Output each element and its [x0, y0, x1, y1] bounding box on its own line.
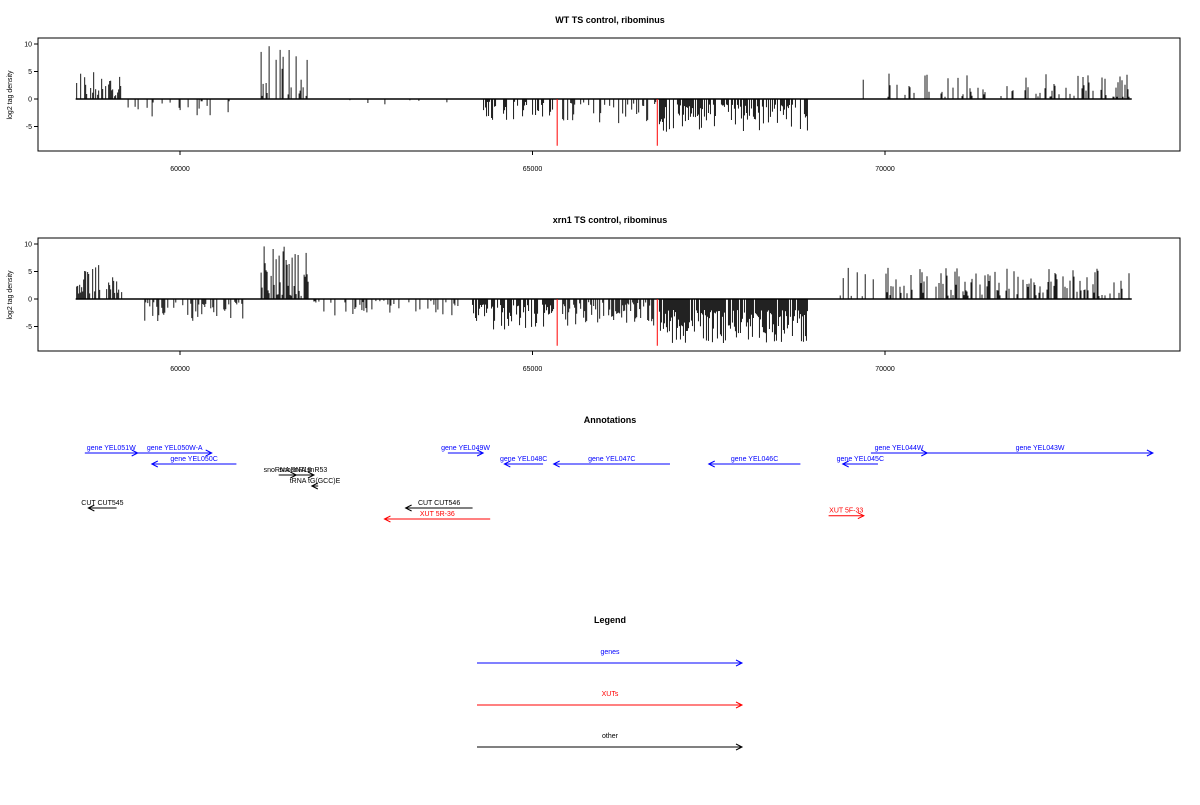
annotation-arrow-head: [841, 460, 849, 468]
annotation-arrow-head: [552, 460, 560, 468]
annotation-label: gene YEL048C: [500, 456, 547, 463]
wt-coverage-panel: WT TS control, ribominus log2 tag densit…: [7, 15, 1181, 174]
panel-title: xrn1 TS control, ribominus: [553, 215, 668, 225]
y-tick-label: 10: [24, 242, 32, 249]
annotation-label: XUT 5F-33: [829, 508, 863, 515]
x-tick-label: 60000: [170, 166, 190, 173]
legend-title: Legend: [594, 615, 626, 625]
legend-label: other: [602, 733, 619, 740]
bar-group: [75, 246, 1132, 346]
axis-group: -5 0 5 10 60000 65000 70000: [24, 42, 895, 174]
legend-arrow-head: [735, 743, 744, 751]
legend-arrow-head: [735, 701, 744, 709]
annotation-label: XUT 5R-36: [420, 511, 455, 518]
annotation-label: snoRNA snR53: [279, 467, 327, 474]
x-tick-label: 70000: [875, 166, 895, 173]
annotation-label: gene YEL044W: [875, 445, 924, 452]
annotation-arrow-head: [87, 504, 95, 512]
annotation-label: tRNA tG(GCC)E: [290, 478, 341, 485]
y-tick-label: 5: [28, 269, 32, 276]
panel-title: WT TS control, ribominus: [555, 15, 665, 25]
legend-items: genes XUTs other: [477, 649, 744, 751]
annotation-arrow-head: [503, 460, 511, 468]
y-tick-label: 0: [28, 97, 32, 104]
annotation-arrow-head: [383, 515, 391, 523]
y-tick-label: 5: [28, 69, 32, 76]
x-tick-label: 60000: [170, 366, 190, 373]
annotation-label: gene YEL043W: [1016, 445, 1065, 452]
annotations-title: Annotations: [584, 415, 637, 425]
annotation-label: gene YEL051W: [87, 445, 136, 452]
legend-arrow-head: [735, 659, 744, 667]
legend-label: XUTs: [602, 691, 619, 698]
annotation-arrow-head: [307, 471, 316, 479]
x-tick-label: 70000: [875, 366, 895, 373]
y-axis-label: log2 tag density: [7, 70, 14, 120]
annotation-arrow-head: [476, 449, 485, 457]
annotation-track: Annotations gene YEL051W gene YEL050W-Age…: [81, 415, 1155, 523]
annotation-label: snoRNA snR18: [264, 467, 312, 474]
annotation-label: CUT CUT546: [418, 500, 460, 507]
xrn1-coverage-panel: xrn1 TS control, ribominus log2 tag dens…: [7, 215, 1181, 374]
axis-group: -5 0 5 10 60000 65000 70000: [24, 242, 895, 374]
annotation-label: gene YEL047C: [588, 456, 635, 463]
annotation-items: gene YEL051W gene YEL050W-A gene YEL050C sn…: [81, 445, 1155, 523]
y-tick-label: 10: [24, 42, 32, 49]
legend: Legend genes XUTs other: [477, 615, 744, 751]
y-tick-label: 0: [28, 297, 32, 304]
annotation-arrow-head: [404, 504, 412, 512]
y-tick-label: -5: [26, 124, 32, 131]
y-axis-label: log2 tag density: [7, 270, 14, 320]
y-tick-label: -5: [26, 324, 32, 331]
annotation-arrow-head: [310, 482, 319, 490]
annotation-arrow-head: [150, 460, 159, 468]
legend-label: genes: [600, 649, 620, 656]
annotation-arrow-head: [707, 460, 715, 468]
annotation-label: CUT CUT545: [81, 500, 123, 507]
plot-frame: [37, 237, 1181, 352]
annotation-label: gene YEL050C: [170, 456, 217, 463]
x-tick-label: 65000: [523, 166, 543, 173]
annotation-arrow-head: [205, 449, 213, 457]
annotation-arrow-head: [1146, 449, 1155, 457]
annotation-label: gene YEL045C: [837, 456, 884, 463]
annotation-label: gene YEL049W: [441, 445, 490, 452]
annotation-label: gene YEL050W-A: [147, 445, 203, 452]
bar-group: [75, 46, 1132, 146]
annotation-label: gene YEL046C: [731, 456, 778, 463]
plot-frame: [37, 37, 1181, 152]
annotation-arrow-head: [857, 512, 865, 520]
x-tick-label: 65000: [523, 366, 543, 373]
